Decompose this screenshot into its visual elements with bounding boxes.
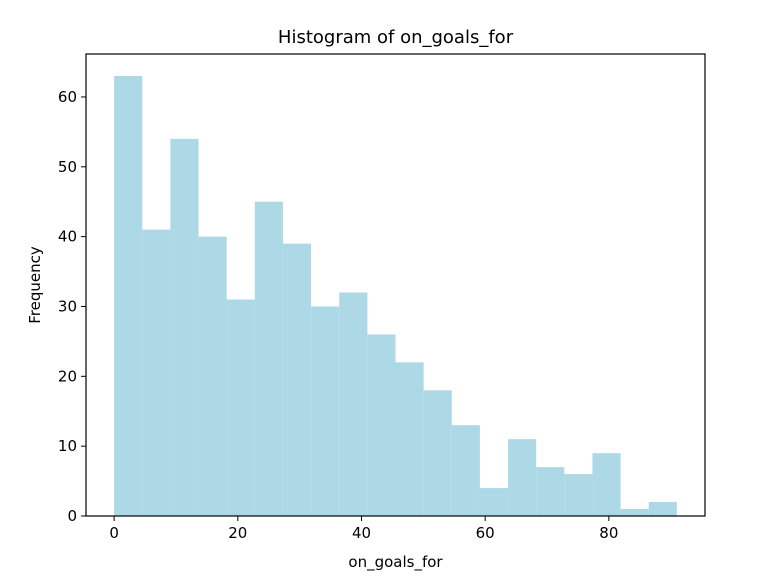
x-tick-label: 60 [476, 524, 495, 542]
plot-frame [85, 53, 706, 517]
histogram-bar [395, 362, 424, 516]
histogram-bar [367, 334, 396, 516]
histogram-bar [282, 243, 312, 516]
histogram-bar [339, 292, 368, 516]
histogram-bar [142, 229, 171, 516]
histogram-bar [564, 474, 593, 516]
y-axis-title: Frequency [26, 246, 44, 324]
histogram-bar [620, 509, 649, 516]
y-tick-label: 40 [58, 228, 77, 246]
x-tick-label: 0 [109, 524, 119, 542]
y-tick-label: 10 [58, 437, 77, 455]
histogram-bar [536, 467, 565, 516]
y-tick-label: 20 [58, 367, 77, 385]
x-tick-label: 80 [599, 524, 618, 542]
histogram-bar [648, 502, 677, 516]
histogram-bar [479, 488, 509, 516]
histogram-bar [254, 201, 283, 516]
y-tick-label: 0 [67, 507, 77, 525]
histogram-bar [423, 390, 452, 516]
histogram-bar [226, 299, 255, 516]
y-tick-label: 30 [58, 297, 77, 315]
histogram-bar [170, 138, 199, 516]
bars-group [114, 76, 677, 516]
x-tick-label: 40 [352, 524, 371, 542]
histogram-bar [451, 425, 480, 516]
y-tick-label: 60 [58, 88, 77, 106]
histogram-bar [508, 439, 537, 516]
histogram-bar [114, 76, 143, 516]
histogram-bar [198, 236, 227, 516]
y-axis-ticks: 0 10 20 30 40 50 60 [58, 88, 86, 525]
x-axis-title: on_goals_for [348, 553, 443, 572]
histogram-bar [592, 453, 621, 516]
chart-title: Histogram of on_goals_for [278, 27, 514, 48]
x-axis-ticks: 0 20 40 60 80 [109, 516, 618, 542]
y-tick-label: 50 [58, 158, 77, 176]
x-tick-label: 20 [228, 524, 247, 542]
histogram-bar [311, 306, 340, 516]
